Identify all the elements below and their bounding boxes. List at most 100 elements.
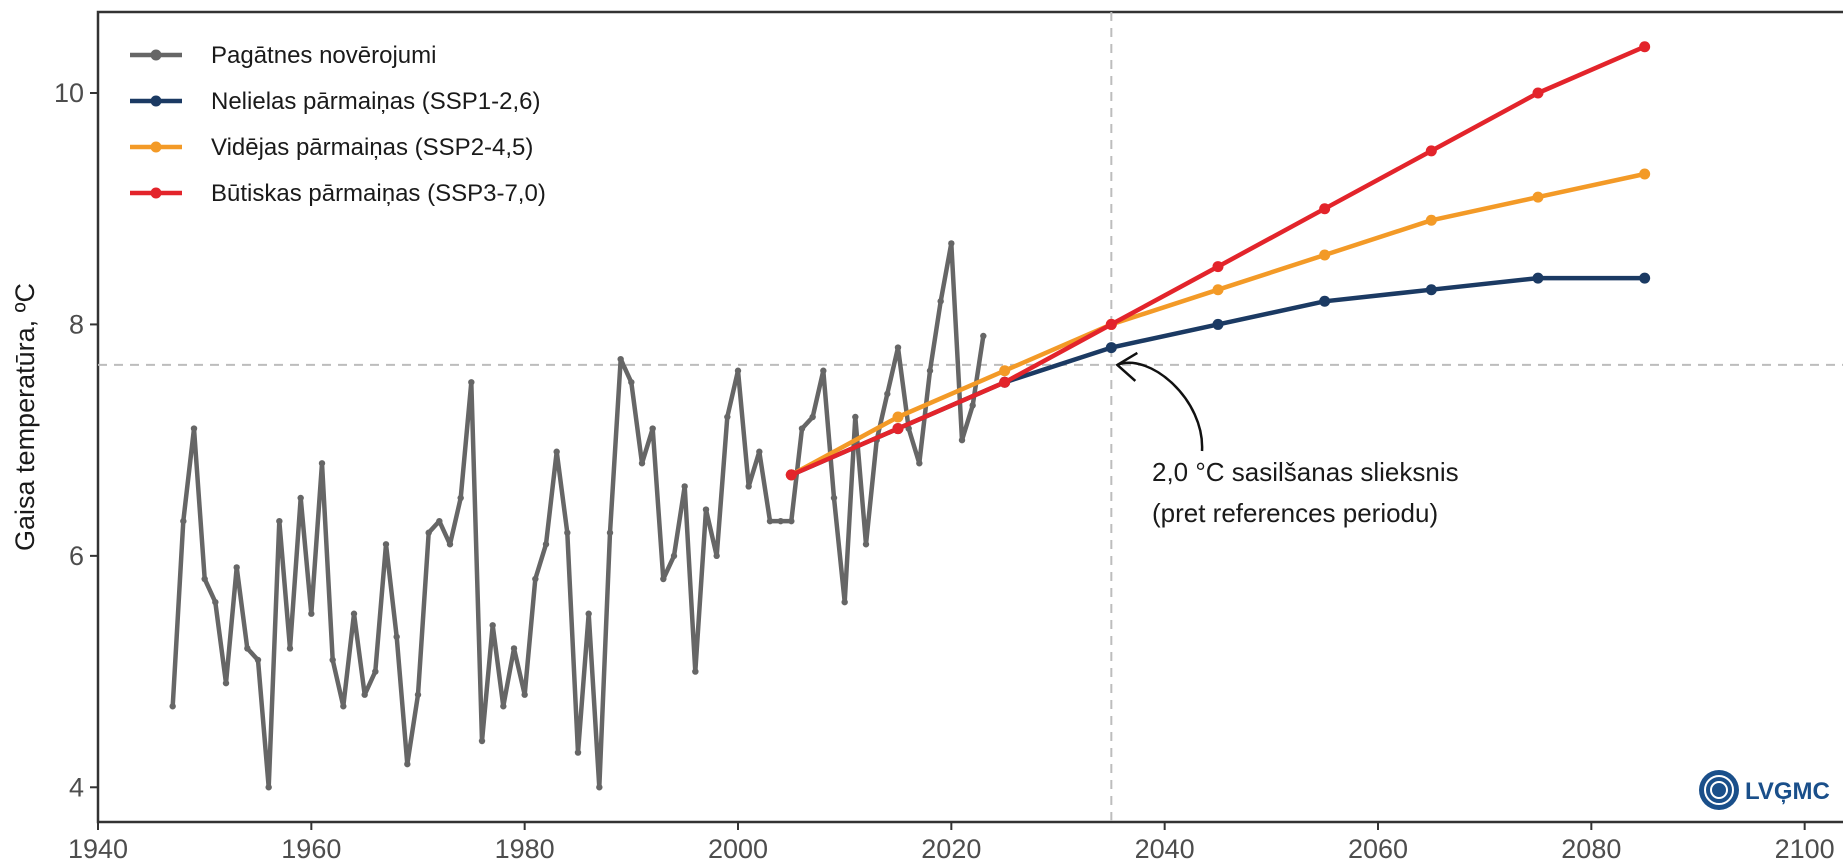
data-point [1639,41,1651,53]
data-point [852,413,859,421]
series-line-observations [170,241,986,790]
data-point [734,367,742,374]
annotation: 2,0 °C sasilšanas slieksnis (pret refere… [1115,351,1459,528]
data-point [1319,249,1331,261]
data-point [999,365,1011,377]
data-point [286,645,294,652]
data-point [222,679,230,687]
data-point [777,517,784,525]
x-tick-label: 1980 [495,834,555,863]
data-point [884,390,891,398]
data-point [414,691,422,698]
series-layer [169,41,1651,791]
data-point [1105,318,1117,330]
legend: Pagātnes novērojumi Nelielas pārmaiņas (S… [130,42,546,207]
data-point [892,423,904,435]
data-point [820,367,827,374]
data-point [340,703,347,710]
data-point [756,448,763,455]
data-point [1105,342,1117,354]
data-point [297,494,304,502]
data-point [457,494,464,502]
data-point [724,413,731,421]
data-point [1425,214,1437,226]
y-axis-title: Gaisa temperatūra, ºC [10,283,40,551]
data-point [329,656,336,664]
annotation-arrow [1116,361,1204,452]
data-point [393,633,400,641]
data-point [999,376,1011,388]
annotation-arrowhead [1115,351,1138,382]
x-tick-label: 1960 [281,834,341,863]
data-point [948,240,955,247]
data-point [169,703,176,710]
data-point [1639,272,1651,284]
logo-icon-ring-inner [1710,781,1728,799]
data-point [254,656,262,664]
data-point [617,355,624,363]
data-point [958,436,966,444]
legend-label-ssp2-45: Vidējas pārmaiņas (SSP2-4,5) [211,134,533,161]
data-point [468,379,475,386]
data-point [276,517,283,525]
logo-text: LVĢMC [1745,778,1830,805]
data-point [180,517,187,525]
data-point [382,541,390,548]
y-axis: 4 6 8 10 [54,78,98,802]
legend-marker-observations [150,49,162,61]
logo-icon-ring [1704,775,1734,805]
data-point [1212,284,1224,296]
x-axis: 1940 1960 1980 2000 2020 2040 2060 2080 2100 [68,822,1835,863]
data-point [201,575,208,583]
data-point [1639,168,1651,180]
data-point [788,517,795,525]
series-ssp3-70 [785,41,1651,481]
data-point [980,332,987,340]
data-point [404,760,411,768]
data-point [628,379,635,386]
data-point [542,541,550,548]
y-tick-label: 4 [69,772,84,802]
data-point [892,411,904,423]
data-point [670,552,678,560]
data-point [1319,295,1331,307]
data-point [265,784,272,791]
legend-label-ssp1-26: Nelielas pārmaiņas (SSP1-2,6) [211,88,540,115]
data-point [553,448,560,455]
data-point [521,691,528,698]
data-point [798,425,806,432]
y-tick-label: 10 [54,78,84,108]
data-point [660,575,667,583]
data-point [638,460,646,467]
data-point [436,517,443,525]
y-tick-label: 8 [69,309,84,339]
data-point [830,494,838,502]
data-point [745,483,752,490]
x-tick-label: 2040 [1135,834,1195,863]
data-point [916,460,923,467]
data-point [372,668,379,675]
data-point [1212,261,1224,273]
data-point [350,610,358,617]
annotation-line-2: (pret references periodu) [1152,498,1438,528]
data-point [1425,284,1437,296]
x-tick-label: 2000 [708,834,768,863]
data-point [894,344,902,351]
data-point [361,691,368,698]
data-point [926,367,934,374]
data-point [446,541,454,548]
data-point [500,703,507,710]
data-point [862,541,870,548]
x-tick-label: 2020 [921,834,981,863]
data-point [649,425,656,432]
series-observations [169,240,987,791]
data-point [244,645,251,652]
legend-marker-ssp3-70 [150,187,162,199]
data-point [809,413,816,421]
legend-label-observations: Pagātnes novērojumi [211,42,436,69]
data-point [969,402,976,409]
data-point [489,622,496,629]
x-tick-label: 2080 [1561,834,1621,863]
data-point [1212,318,1224,330]
